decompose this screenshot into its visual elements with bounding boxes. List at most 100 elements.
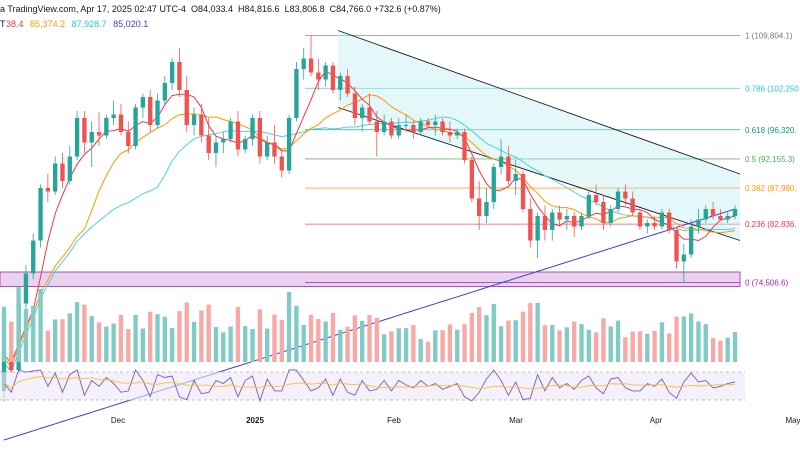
volume-bar bbox=[615, 320, 621, 362]
candle-body bbox=[45, 188, 51, 192]
candle-body bbox=[637, 212, 643, 227]
volume-bar bbox=[74, 302, 80, 362]
volume-bar bbox=[498, 326, 504, 362]
candle-body bbox=[484, 202, 489, 216]
volume-bar bbox=[155, 314, 160, 362]
candle-body bbox=[476, 198, 482, 216]
volume-bar bbox=[264, 328, 270, 362]
volume-bar bbox=[60, 319, 65, 362]
ma200-value: 85,020.1 bbox=[113, 19, 149, 29]
candle-body bbox=[462, 132, 467, 160]
candle-body bbox=[104, 118, 109, 136]
volume-bar bbox=[250, 329, 255, 362]
volume-bar bbox=[681, 316, 687, 362]
volume-bar bbox=[294, 305, 299, 362]
candle-body bbox=[89, 132, 94, 143]
volume-bar bbox=[31, 305, 36, 362]
candle-body bbox=[338, 76, 343, 90]
volume-bar bbox=[586, 329, 591, 362]
candle-body bbox=[535, 216, 540, 241]
candle-body bbox=[433, 121, 438, 125]
volume-bar bbox=[630, 331, 635, 362]
candle-body bbox=[550, 212, 555, 230]
open-value: O84,033.4 bbox=[190, 4, 234, 14]
volume-bar bbox=[1, 306, 7, 362]
candle-body bbox=[1, 352, 7, 391]
volume-bar bbox=[520, 311, 526, 362]
candle-body bbox=[213, 142, 219, 153]
candle-body bbox=[696, 219, 701, 227]
volume-bar bbox=[235, 306, 241, 362]
candle-body bbox=[645, 223, 650, 227]
fib-label: 1 (109,804.1) bbox=[745, 31, 793, 40]
volume-bar bbox=[469, 312, 475, 362]
candle-body bbox=[601, 202, 606, 223]
volume-bar bbox=[206, 304, 211, 362]
volume-bar bbox=[455, 329, 460, 362]
candle-body bbox=[659, 212, 665, 227]
volume-bar bbox=[476, 307, 482, 362]
candle-body bbox=[572, 216, 577, 227]
volume-bars bbox=[1, 286, 738, 362]
candle-body bbox=[126, 132, 131, 146]
candle-body bbox=[360, 107, 365, 118]
candle-body bbox=[608, 209, 613, 223]
volume-bar bbox=[301, 325, 306, 362]
candle-body bbox=[528, 209, 533, 241]
candle-body bbox=[82, 118, 87, 143]
volume-bar bbox=[433, 330, 438, 362]
candle-body bbox=[440, 121, 445, 132]
volume-bar bbox=[199, 310, 204, 362]
channel-fill bbox=[338, 30, 740, 241]
volume-bar bbox=[601, 318, 606, 362]
candle-body bbox=[681, 254, 687, 262]
candle-body bbox=[206, 135, 211, 153]
time-tick-label: 2025 bbox=[246, 416, 264, 425]
candle-body bbox=[60, 163, 65, 181]
volume-bar bbox=[732, 331, 738, 362]
candle-body bbox=[374, 121, 379, 132]
volume-bar bbox=[213, 327, 219, 362]
candle-body bbox=[389, 121, 394, 136]
candle-body bbox=[301, 58, 306, 69]
volume-bar bbox=[316, 319, 321, 362]
candle-body bbox=[403, 125, 409, 126]
volume-bar bbox=[308, 314, 314, 362]
volume-bar bbox=[550, 325, 555, 362]
candle-body bbox=[688, 226, 694, 255]
candle-body bbox=[177, 62, 182, 90]
volume-bar bbox=[191, 321, 197, 362]
candle-body bbox=[279, 156, 284, 171]
candle-body bbox=[667, 212, 672, 230]
volume-bar bbox=[593, 332, 599, 362]
volume-bar bbox=[352, 315, 358, 362]
candle-body bbox=[235, 121, 241, 150]
volume-bar bbox=[440, 330, 445, 362]
candle-body bbox=[674, 230, 679, 262]
volume-bar bbox=[148, 311, 153, 362]
volume-bar bbox=[184, 302, 189, 362]
candle-body bbox=[264, 142, 270, 157]
time-tick-label: May bbox=[785, 416, 800, 425]
rsi-line bbox=[3, 369, 736, 403]
candle-body bbox=[257, 118, 263, 157]
volume-bar bbox=[667, 333, 672, 362]
volume-bar bbox=[403, 328, 409, 362]
candle-body bbox=[316, 72, 321, 80]
candle-body bbox=[243, 139, 248, 150]
candle-body bbox=[732, 209, 738, 216]
volume-bar bbox=[418, 339, 423, 362]
volume-bar bbox=[637, 331, 643, 362]
volume-bar bbox=[557, 330, 562, 362]
volume-bar bbox=[506, 320, 511, 362]
ma-legend: 38.4 85,374.2 87,928.7 85,020.1 bbox=[6, 19, 152, 29]
volume-bar bbox=[381, 334, 387, 362]
volume-bar bbox=[389, 331, 394, 362]
volume-bar bbox=[126, 329, 131, 362]
time-tick-label: Apr bbox=[650, 416, 663, 425]
volume-bar bbox=[338, 329, 343, 362]
volume-bar bbox=[104, 326, 109, 362]
volume-bar bbox=[535, 302, 540, 362]
time-tick-label: Mar bbox=[509, 416, 523, 425]
